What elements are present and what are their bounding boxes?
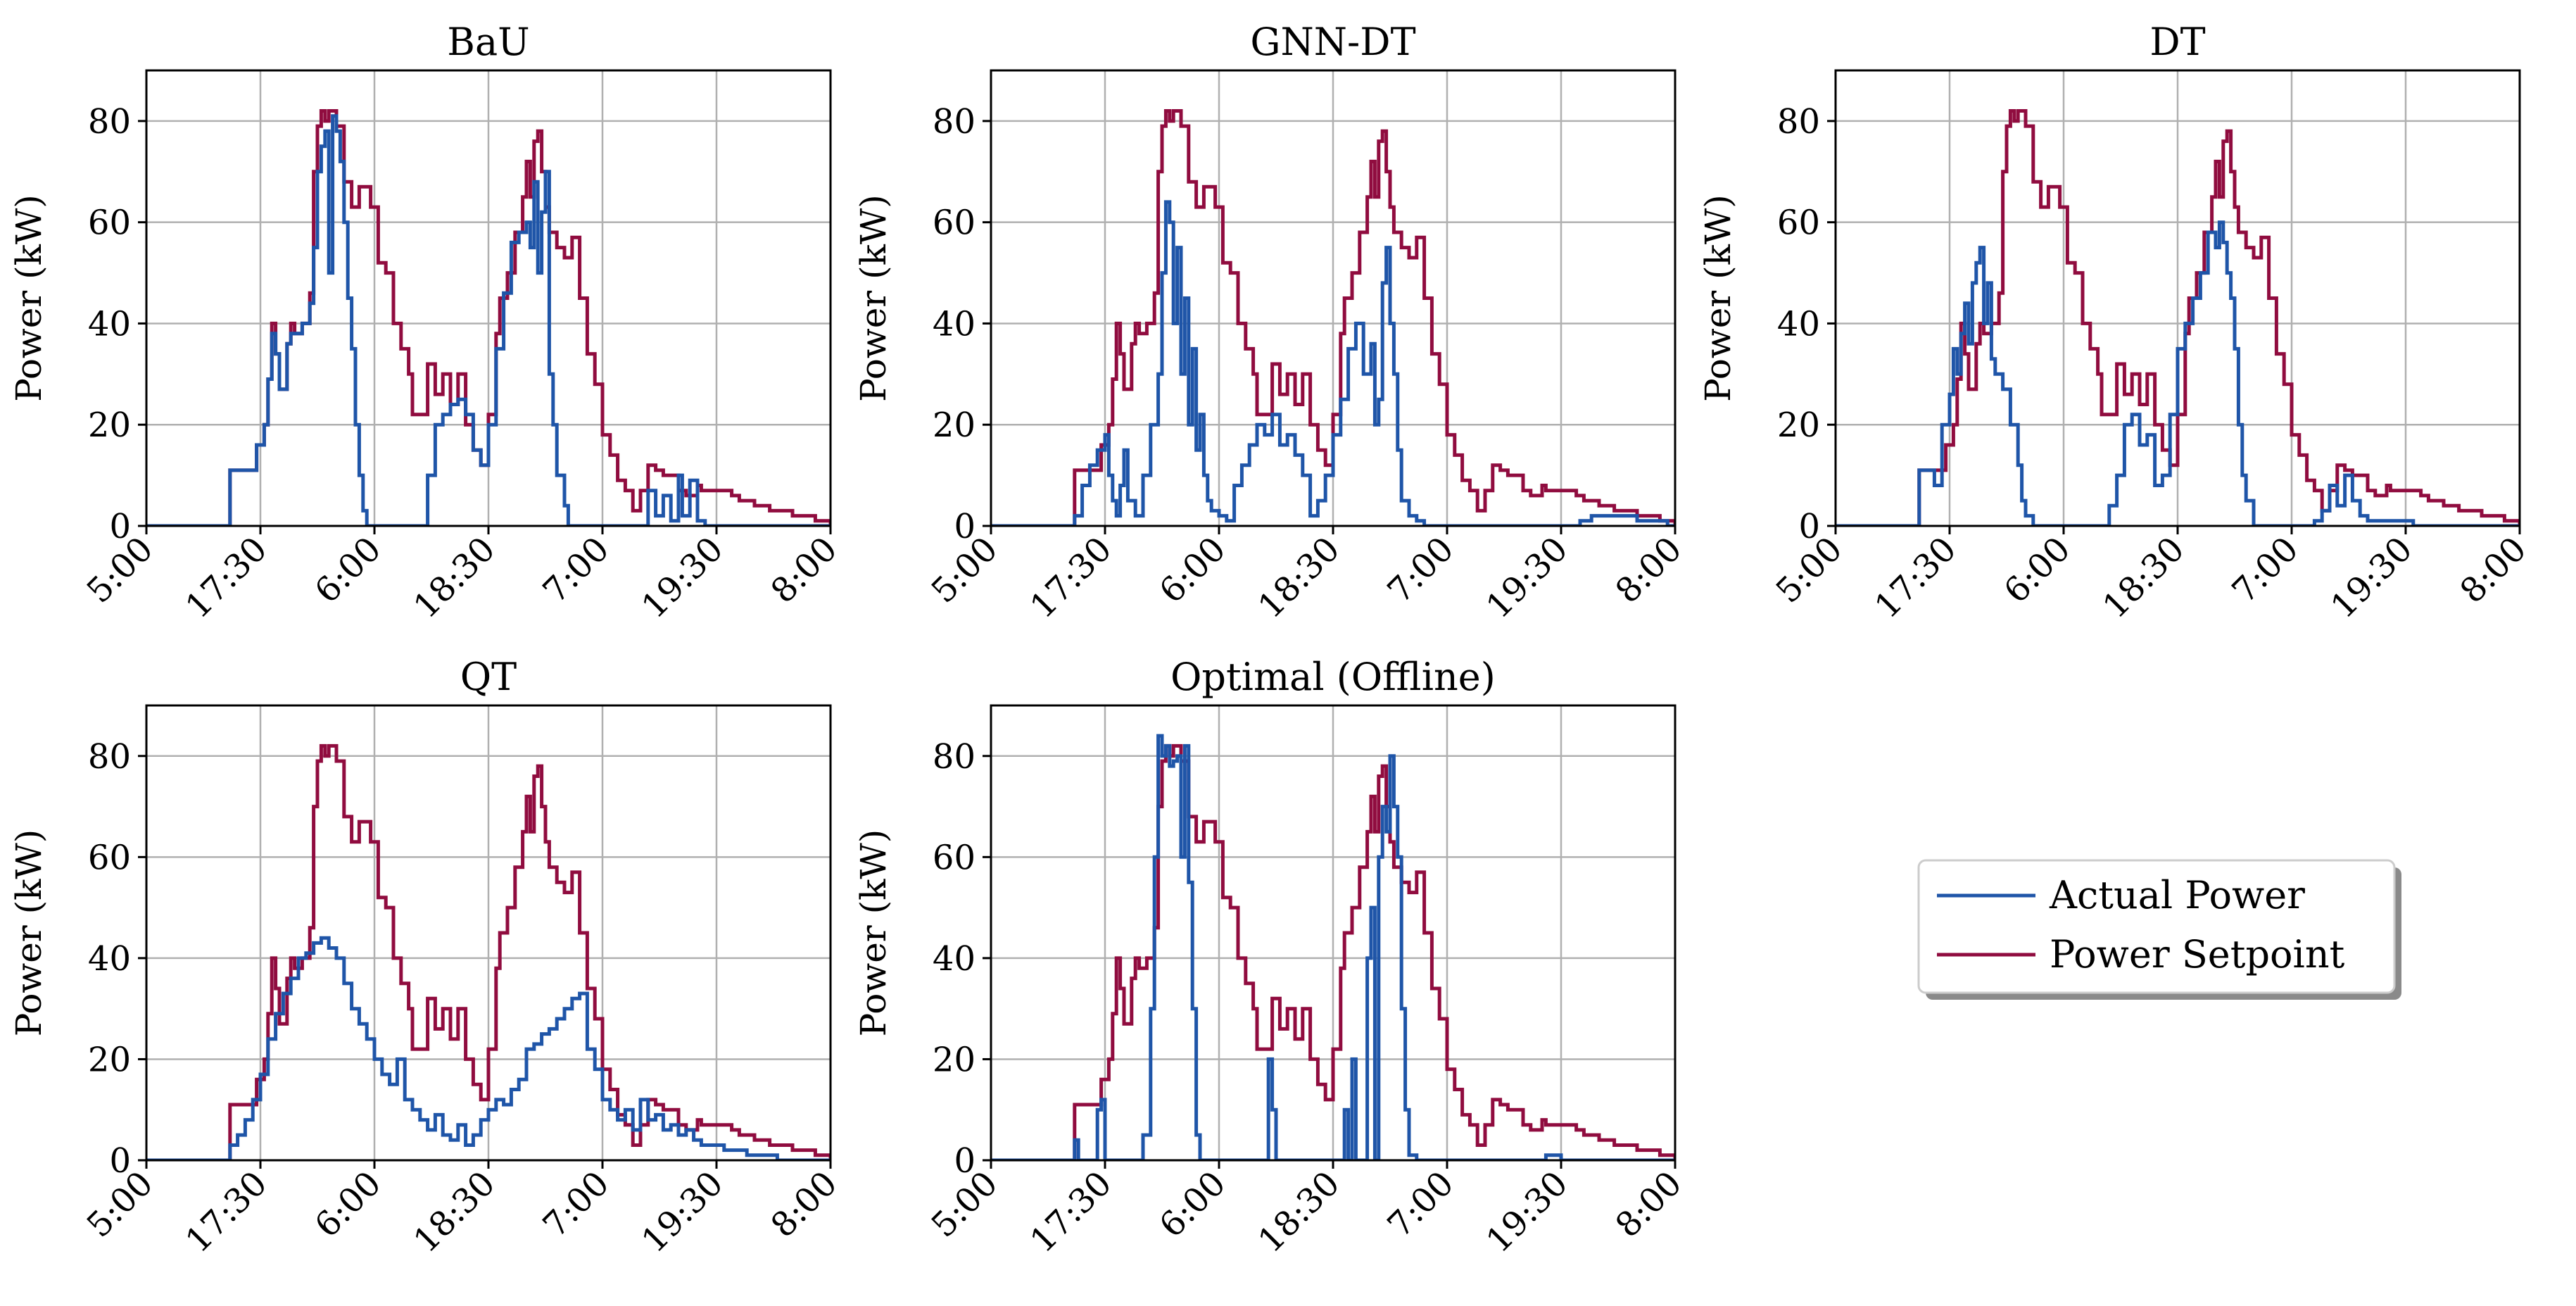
chart-bau-ytick-label-0: 0 bbox=[109, 507, 131, 546]
chart-dt-xtick-label-2: 6:00 bbox=[1997, 529, 2078, 611]
chart-qt-xtick-label-4: 7:00 bbox=[536, 1164, 617, 1245]
chart-optimal-offline-series-actual-power bbox=[991, 734, 1675, 1160]
chart-dt-ytick-label-0: 0 bbox=[1798, 507, 1820, 546]
chart-qt-xtick-label-2: 6:00 bbox=[308, 1164, 389, 1245]
chart-bau-xtick-label-4: 7:00 bbox=[536, 529, 617, 611]
chart-gnn-dt-xtick-label-1: 17:30 bbox=[1023, 529, 1119, 626]
chart-dt-xtick-label-0: 5:00 bbox=[1769, 529, 1850, 611]
chart-dt-title: DT bbox=[2149, 20, 2205, 64]
chart-qt: 0 20 40 60 80 5:00 17:30 6:00 18:30 7:00 19:30 8:00… bbox=[8, 655, 845, 1260]
chart-optimal-offline-xtick-label-4: 7:00 bbox=[1380, 1164, 1462, 1245]
chart-gnn-dt-ytick-label-2: 40 bbox=[933, 304, 976, 344]
chart-dt-xtick-label-3: 18:30 bbox=[2095, 529, 2192, 626]
chart-bau-xtick-label-5: 19:30 bbox=[634, 529, 731, 626]
chart-optimal-offline-xtick-label-0: 5:00 bbox=[924, 1164, 1006, 1245]
chart-gnn-dt-xtick-label-4: 7:00 bbox=[1380, 529, 1462, 611]
chart-dt-xtick-label-4: 7:00 bbox=[2225, 529, 2306, 611]
chart-qt-title: QT bbox=[460, 655, 517, 699]
chart-optimal-offline-series-power-setpoint bbox=[991, 743, 1675, 1160]
chart-dt-xtick-label-1: 17:30 bbox=[1867, 529, 1964, 626]
chart-qt-xtick-label-6: 8:00 bbox=[764, 1164, 845, 1245]
chart-qt-series-actual-power bbox=[146, 936, 831, 1160]
chart-bau-ylabel: Power (kW) bbox=[8, 194, 49, 402]
chart-qt-ytick-label-4: 80 bbox=[88, 737, 131, 777]
chart-qt-xtick-label-3: 18:30 bbox=[406, 1164, 503, 1260]
chart-optimal-offline-ylabel: Power (kW) bbox=[853, 829, 894, 1037]
legend-label-power-setpoint: Power Setpoint bbox=[2050, 932, 2345, 977]
chart-gnn-dt: 0 20 40 60 80 5:00 17:30 6:00 18:30 7:00 19:30 8:00… bbox=[853, 20, 1689, 626]
chart-qt-xtick-label-0: 5:00 bbox=[80, 1164, 161, 1245]
chart-dt-series-power-setpoint bbox=[1836, 109, 2520, 526]
chart-optimal-offline-ytick-label-4: 80 bbox=[933, 737, 976, 777]
chart-bau-xtick-label-6: 8:00 bbox=[764, 529, 845, 611]
chart-gnn-dt-ytick-label-4: 80 bbox=[933, 102, 976, 142]
chart-optimal-offline: 0 20 40 60 80 5:00 17:30 6:00 18:30 7:00 19:30 8:00… bbox=[853, 655, 1689, 1260]
chart-gnn-dt-series-power-setpoint bbox=[991, 109, 1675, 526]
chart-gnn-dt-xtick-label-0: 5:00 bbox=[924, 529, 1006, 611]
chart-optimal-offline-ytick-label-1: 20 bbox=[933, 1040, 976, 1079]
legend: Actual Power Power Setpoint bbox=[1917, 859, 2401, 1000]
chart-gnn-dt-ytick-label-0: 0 bbox=[954, 507, 976, 546]
chart-optimal-offline-xtick-label-5: 19:30 bbox=[1479, 1164, 1575, 1260]
chart-bau: 0 20 40 60 80 5:00 17:30 6:00 18:30 7:00 19:30 8:00… bbox=[8, 20, 845, 626]
chart-gnn-dt-xtick-label-2: 6:00 bbox=[1152, 529, 1234, 611]
chart-optimal-offline-xtick-label-2: 6:00 bbox=[1152, 1164, 1234, 1245]
chart-gnn-dt-xtick-label-3: 18:30 bbox=[1251, 529, 1347, 626]
chart-dt-ylabel: Power (kW) bbox=[1698, 194, 1738, 402]
chart-bau-series-actual-power bbox=[146, 114, 831, 526]
chart-bau-title: BaU bbox=[447, 20, 529, 64]
chart-bau-ytick-label-1: 20 bbox=[88, 406, 131, 445]
chart-bau-ytick-label-4: 80 bbox=[88, 102, 131, 142]
chart-gnn-dt-ylabel: Power (kW) bbox=[853, 194, 894, 402]
chart-bau-xtick-label-3: 18:30 bbox=[406, 529, 503, 626]
chart-qt-ytick-label-3: 60 bbox=[88, 838, 131, 877]
chart-dt-ytick-label-2: 40 bbox=[1777, 304, 1820, 344]
chart-dt-ytick-label-3: 60 bbox=[1777, 203, 1820, 243]
chart-qt-xtick-label-5: 19:30 bbox=[634, 1164, 731, 1260]
chart-qt-ytick-label-2: 40 bbox=[88, 939, 131, 979]
chart-optimal-offline-title: Optimal (Offline) bbox=[1170, 655, 1496, 699]
chart-optimal-offline-xtick-label-6: 8:00 bbox=[1608, 1164, 1690, 1245]
chart-optimal-offline-ytick-label-3: 60 bbox=[933, 838, 976, 877]
chart-qt-ytick-label-1: 20 bbox=[88, 1040, 131, 1079]
chart-bau-xtick-label-2: 6:00 bbox=[308, 529, 389, 611]
chart-dt-ytick-label-1: 20 bbox=[1777, 406, 1820, 445]
chart-bau-series-power-setpoint bbox=[146, 109, 831, 526]
chart-gnn-dt-xtick-label-5: 19:30 bbox=[1479, 529, 1575, 626]
chart-dt-ytick-label-4: 80 bbox=[1777, 102, 1820, 142]
legend-box bbox=[1917, 859, 2396, 994]
chart-bau-xtick-label-0: 5:00 bbox=[80, 529, 161, 611]
chart-dt: 0 20 40 60 80 5:00 17:30 6:00 18:30 7:00 19:30 8:00… bbox=[1698, 20, 2534, 626]
chart-dt-series-actual-power bbox=[1836, 220, 2520, 526]
chart-dt-xtick-label-6: 8:00 bbox=[2453, 529, 2534, 611]
chart-gnn-dt-ytick-label-1: 20 bbox=[933, 406, 976, 445]
chart-gnn-dt-xtick-label-6: 8:00 bbox=[1608, 529, 1690, 611]
chart-qt-ytick-label-0: 0 bbox=[109, 1141, 131, 1181]
chart-gnn-dt-title: GNN-DT bbox=[1250, 20, 1415, 64]
chart-bau-ytick-label-3: 60 bbox=[88, 203, 131, 243]
chart-optimal-offline-ytick-label-2: 40 bbox=[933, 939, 976, 979]
chart-optimal-offline-ytick-label-0: 0 bbox=[954, 1141, 976, 1181]
chart-qt-xtick-label-1: 17:30 bbox=[178, 1164, 274, 1260]
chart-gnn-dt-series-actual-power bbox=[991, 200, 1675, 526]
chart-bau-ytick-label-2: 40 bbox=[88, 304, 131, 344]
chart-bau-xtick-label-1: 17:30 bbox=[178, 529, 274, 626]
chart-gnn-dt-ytick-label-3: 60 bbox=[933, 203, 976, 243]
chart-optimal-offline-xtick-label-3: 18:30 bbox=[1251, 1164, 1347, 1260]
chart-qt-ylabel: Power (kW) bbox=[8, 829, 49, 1037]
chart-dt-xtick-label-5: 19:30 bbox=[2323, 529, 2420, 626]
legend-label-actual-power: Actual Power bbox=[2049, 873, 2305, 917]
chart-optimal-offline-xtick-label-1: 17:30 bbox=[1023, 1164, 1119, 1260]
